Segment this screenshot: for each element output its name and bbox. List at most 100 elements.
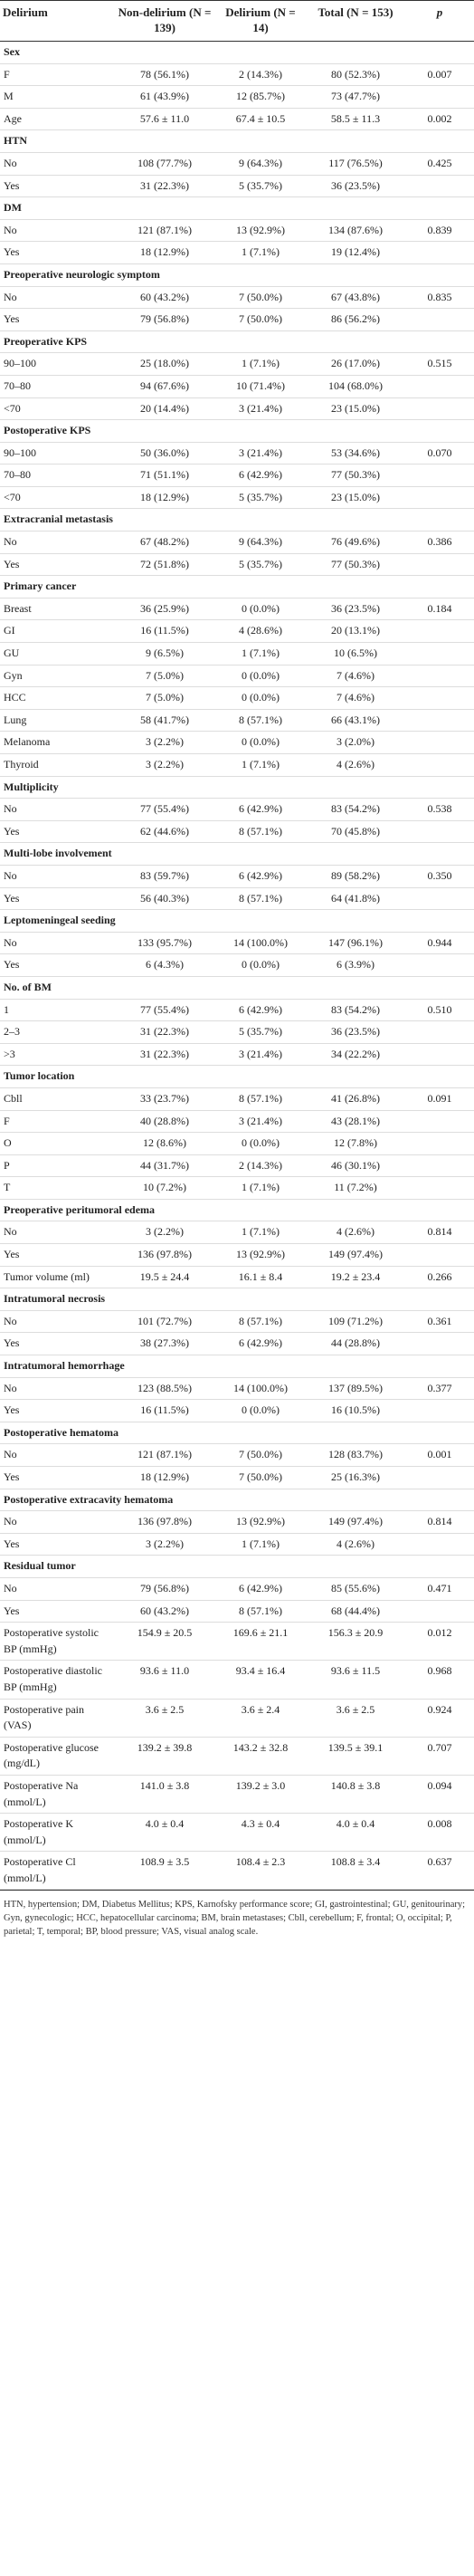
row-label: No <box>0 1377 114 1401</box>
cell: 7 (50.0%) <box>215 1466 306 1489</box>
cell: 60 (43.2%) <box>114 286 215 310</box>
cell: 77 (55.4%) <box>114 798 215 821</box>
table-row: No 121 (87.1%) 7 (50.0%) 128 (83.7%) 0.001 <box>0 1443 474 1467</box>
empty-cell <box>405 619 474 644</box>
table-row: GI 16 (11.5%) 4 (28.6%) 20 (13.1%) <box>0 619 474 644</box>
cell: 108.4 ± 2.3 <box>215 1851 306 1891</box>
table-row: >3 31 (22.3%) 3 (21.4%) 34 (22.2%) <box>0 1043 474 1067</box>
empty-cell <box>405 1600 474 1623</box>
cell: 0.924 <box>405 1699 474 1738</box>
cell: 6 (42.9%) <box>215 798 306 821</box>
table-row: 90–100 50 (36.0%) 3 (21.4%) 53 (34.6%) 0.070 <box>0 442 474 465</box>
cell: 128 (83.7%) <box>306 1443 405 1467</box>
cell: 1 (7.1%) <box>215 352 306 376</box>
cell: 72 (51.8%) <box>114 553 215 577</box>
cell: 19 (12.4%) <box>306 241 405 264</box>
cell: 147 (96.1%) <box>306 932 405 955</box>
cell: 0.007 <box>405 63 474 87</box>
cell: 93.6 ± 11.0 <box>114 1660 215 1700</box>
header-cell: Delirium (N = 14) <box>215 0 306 42</box>
cell: 40 (28.8%) <box>114 1110 215 1134</box>
table-row: Yes 60 (43.2%) 8 (57.1%) 68 (44.4%) <box>0 1600 474 1623</box>
cell: 44 (28.8%) <box>306 1332 405 1356</box>
cell: 149 (97.4%) <box>306 1510 405 1534</box>
section-label: Preoperative peritumoral edema <box>0 1199 474 1222</box>
cell: 25 (18.0%) <box>114 352 215 376</box>
cell: 26 (17.0%) <box>306 352 405 376</box>
table-row: Postoperative glucose (mg/dL) 139.2 ± 39.… <box>0 1737 474 1776</box>
cell: 5 (35.7%) <box>215 175 306 198</box>
cell: 83 (54.2%) <box>306 798 405 821</box>
table-row: DM <box>0 196 474 220</box>
cell: 5 (35.7%) <box>215 553 306 577</box>
cell: 1 (7.1%) <box>215 241 306 264</box>
row-label: Yes <box>0 553 114 577</box>
row-label: Yes <box>0 1466 114 1489</box>
cell: 19.2 ± 23.4 <box>306 1266 405 1289</box>
table-row: Postoperative K (mmol/L) 4.0 ± 0.4 4.3 ± 0… <box>0 1813 474 1853</box>
cell: 7 (4.6%) <box>306 665 405 688</box>
empty-cell <box>405 686 474 710</box>
cell: 0.471 <box>405 1577 474 1601</box>
empty-cell <box>405 375 474 398</box>
table-body: Sex F 78 (56.1%) 2 (14.3%) 80 (52.3%) 0.007 M 6… <box>0 41 474 1891</box>
table-row: No 121 (87.1%) 13 (92.9%) 134 (87.6%) 0.839 <box>0 219 474 243</box>
cell: 109 (71.2%) <box>306 1310 405 1334</box>
cell: 94 (67.6%) <box>114 375 215 398</box>
cell: 71 (51.1%) <box>114 464 215 487</box>
cell: 4 (2.6%) <box>306 753 405 777</box>
cell: 0.538 <box>405 798 474 821</box>
cell: 58 (41.7%) <box>114 709 215 733</box>
row-label: Age <box>0 108 114 131</box>
table-row: Multiplicity <box>0 776 474 800</box>
cell: 31 (22.3%) <box>114 1043 215 1067</box>
section-label: Postoperative hematoma <box>0 1422 474 1445</box>
cell: 0 (0.0%) <box>215 665 306 688</box>
table-row: Postoperative extracavity hematoma <box>0 1489 474 1512</box>
table-row: No 60 (43.2%) 7 (50.0%) 67 (43.8%) 0.835 <box>0 286 474 310</box>
table-row: No 83 (59.7%) 6 (42.9%) 89 (58.2%) 0.350 <box>0 865 474 888</box>
row-label: Yes <box>0 1600 114 1623</box>
row-label: Yes <box>0 953 114 977</box>
row-label: <70 <box>0 397 114 421</box>
table-row: No 136 (97.8%) 13 (92.9%) 149 (97.4%) 0.814 <box>0 1510 474 1534</box>
row-label: Postoperative K (mmol/L) <box>0 1813 114 1853</box>
cell: 12 (85.7%) <box>215 85 306 109</box>
row-label: Breast <box>0 598 114 621</box>
empty-cell <box>405 553 474 577</box>
cell: 46 (30.1%) <box>306 1154 405 1178</box>
table-row: Lung 58 (41.7%) 8 (57.1%) 66 (43.1%) <box>0 709 474 733</box>
cell: 53 (34.6%) <box>306 442 405 465</box>
cell: 0.968 <box>405 1660 474 1700</box>
cell: 7 (50.0%) <box>215 308 306 331</box>
section-label: Intratumoral hemorrhage <box>0 1355 474 1378</box>
cell: 36 (23.5%) <box>306 175 405 198</box>
empty-cell <box>405 1020 474 1044</box>
cell: 3 (21.4%) <box>215 442 306 465</box>
section-label: DM <box>0 196 474 220</box>
cell: 0 (0.0%) <box>215 598 306 621</box>
cell: 14 (100.0%) <box>215 932 306 955</box>
empty-cell <box>405 241 474 264</box>
cell: 0.002 <box>405 108 474 131</box>
cell: 136 (97.8%) <box>114 1243 215 1267</box>
cell: 89 (58.2%) <box>306 865 405 888</box>
cell: 67 (48.2%) <box>114 531 215 554</box>
footnote: HTN, hypertension; DM, Diabetus Mellitus… <box>0 1890 474 1939</box>
row-label: No <box>0 1510 114 1534</box>
cell: 2 (14.3%) <box>215 63 306 87</box>
row-label: 90–100 <box>0 442 114 465</box>
table-row: No 123 (88.5%) 14 (100.0%) 137 (89.5%) 0.377 <box>0 1377 474 1401</box>
table-row: Yes 38 (27.3%) 6 (42.9%) 44 (28.8%) <box>0 1332 474 1356</box>
cell: 12 (7.8%) <box>306 1132 405 1155</box>
row-label: M <box>0 85 114 109</box>
cell: 5 (35.7%) <box>215 486 306 510</box>
cell: 16 (11.5%) <box>114 619 215 644</box>
cell: 1 (7.1%) <box>215 1176 306 1200</box>
header-cell: Total (N = 153) <box>306 0 405 42</box>
row-label: 90–100 <box>0 352 114 376</box>
cell: 6 (42.9%) <box>215 1577 306 1601</box>
cell: 18 (12.9%) <box>114 486 215 510</box>
cell: 0.839 <box>405 219 474 243</box>
row-label: Postoperative pain (VAS) <box>0 1699 114 1738</box>
